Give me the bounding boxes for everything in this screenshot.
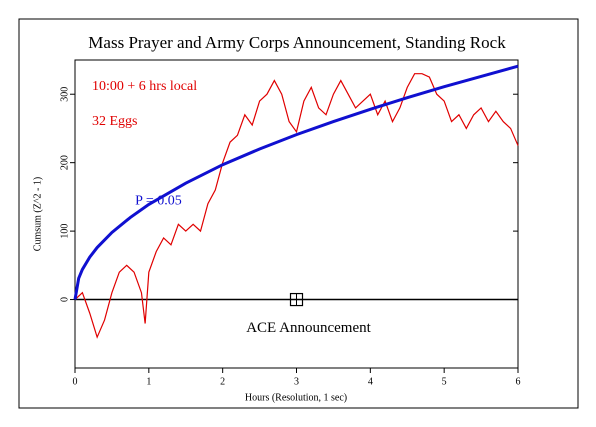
x-tick-label: 5 bbox=[442, 376, 447, 387]
x-axis-label: Hours (Resolution, 1 sec) bbox=[245, 392, 347, 403]
series-line bbox=[73, 64, 519, 300]
x-tick-label: 3 bbox=[294, 376, 299, 387]
frame bbox=[18, 18, 579, 409]
y-tick-label: 200 bbox=[59, 155, 70, 170]
event-label: ACE Announcement bbox=[246, 320, 371, 336]
x-tick-label: 1 bbox=[146, 376, 151, 387]
chart-title: Mass Prayer and Army Corps Announcement,… bbox=[88, 33, 506, 52]
annotation: 10:00 + 6 hrs local bbox=[92, 79, 197, 94]
x-tick-label: 0 bbox=[73, 376, 78, 387]
y-tick-label: 0 bbox=[59, 297, 70, 302]
x-tick-label: 6 bbox=[516, 376, 521, 387]
annotation: 32 Eggs bbox=[92, 114, 138, 129]
series-line bbox=[74, 73, 519, 339]
x-tick-label: 4 bbox=[368, 376, 373, 387]
y-tick-label: 100 bbox=[59, 224, 70, 239]
x-tick-label: 2 bbox=[220, 376, 225, 387]
y-tick-label: 300 bbox=[59, 87, 70, 102]
y-axis-label: Cumsum (Z^2 - 1) bbox=[32, 177, 43, 251]
legend-label: P = 0.05 bbox=[135, 193, 182, 208]
